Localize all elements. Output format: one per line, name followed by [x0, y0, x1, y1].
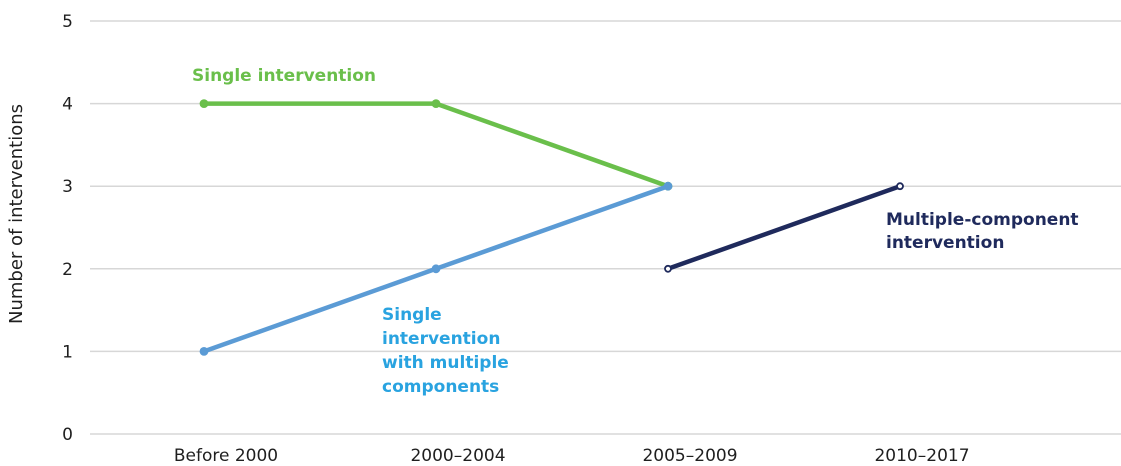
x-tick-label: Before 2000	[174, 446, 278, 466]
series-label-line: components	[382, 377, 499, 397]
series-labels: Single intervention Single intervention wit…	[192, 66, 1079, 397]
y-tick-label: 4	[62, 95, 73, 115]
y-axis-ticks: 0 1 2 3 4 5	[62, 12, 73, 445]
series-label-line: with multiple	[382, 353, 509, 373]
series-2	[199, 181, 673, 356]
series-label-line: Multiple-component	[886, 210, 1079, 230]
data-point	[431, 264, 441, 274]
series-label: Multiple-component intervention	[886, 210, 1079, 253]
y-axis-label: Number of interventions	[6, 104, 27, 324]
series-line	[201, 101, 671, 189]
series-label: Single intervention	[192, 66, 376, 86]
x-tick-label: 2000–2004	[410, 446, 505, 466]
series-label-line: Single	[382, 305, 442, 325]
y-tick-label: 0	[62, 425, 73, 445]
series-1	[199, 99, 673, 191]
y-tick-label: 2	[62, 260, 73, 280]
series-line	[665, 183, 903, 272]
series-label-line: intervention	[382, 329, 500, 349]
data-point	[663, 181, 673, 191]
data-point	[664, 264, 672, 273]
series-label: Single intervention with multiple component…	[382, 305, 509, 397]
y-tick-label: 1	[62, 342, 73, 362]
y-tick-label: 5	[62, 12, 73, 32]
data-point	[896, 182, 904, 191]
data-point	[431, 99, 441, 108]
x-tick-label: 2010–2017	[874, 446, 969, 466]
data-point	[199, 99, 209, 108]
y-tick-label: 3	[62, 177, 73, 197]
data-point	[199, 346, 209, 356]
x-axis-ticks: Before 2000 2000–2004 2005–2009 2010–2017	[174, 446, 970, 466]
series-3	[664, 182, 904, 273]
series	[199, 99, 904, 356]
series-label-line: intervention	[886, 233, 1004, 253]
x-tick-label: 2005–2009	[642, 446, 737, 466]
series-label-line: Single intervention	[192, 66, 376, 86]
